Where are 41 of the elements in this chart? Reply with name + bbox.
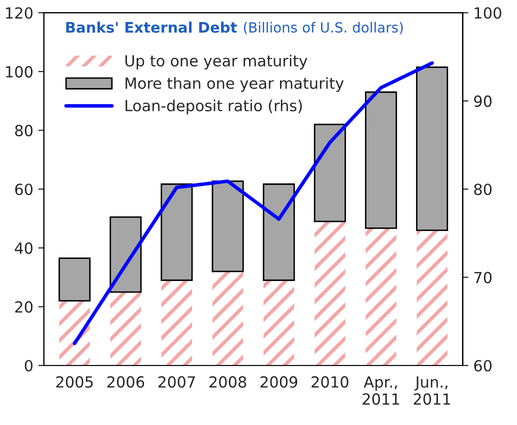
x-tick-label: 2007 <box>158 376 195 388</box>
bar <box>58 258 91 302</box>
bar <box>314 221 346 366</box>
y-tick-label: 80 <box>15 124 33 136</box>
text: (Billions of U.S. dollars) <box>244 22 403 34</box>
y-tick-label: 60 <box>15 184 33 196</box>
bar <box>366 228 396 366</box>
x-tick-label: 2009 <box>260 376 298 388</box>
x-tick-label: 2010 <box>312 376 348 388</box>
bar <box>59 300 90 366</box>
y2-tick-label: 80 <box>474 184 492 196</box>
legend-label: Loan-deposit ratio (rhs) <box>126 100 302 114</box>
y-tick-label: 120 <box>6 7 33 19</box>
y-tick-label: 100 <box>6 66 33 78</box>
bar <box>212 180 244 272</box>
legend-label: More than one year maturity <box>126 77 344 92</box>
y2-tick-label: 100 <box>474 7 502 19</box>
bar <box>364 91 398 229</box>
y-tick-label: 20 <box>15 301 33 313</box>
y-tick-label: 0 <box>24 360 33 372</box>
x-tick-label: Apr., 2011 <box>362 376 400 405</box>
y2-tick-label: 60 <box>474 360 492 372</box>
bar <box>160 183 193 281</box>
chart-title: Banks' External Debt <box>66 22 237 33</box>
y2-tick-label: 70 <box>474 272 492 284</box>
x-tick-label: 2008 <box>209 376 246 388</box>
bar <box>110 216 142 293</box>
x-tick-label: 2005 <box>56 376 93 388</box>
bar <box>264 280 294 366</box>
legend-label: Up to one year maturity <box>125 54 308 70</box>
bar <box>110 292 141 366</box>
bar <box>416 66 448 231</box>
bar <box>212 271 244 366</box>
x-tick-label: 2006 <box>107 376 144 388</box>
bar <box>262 183 295 281</box>
y-tick-label: 40 <box>14 242 33 254</box>
bar <box>416 230 448 366</box>
bar <box>314 124 346 222</box>
x-tick-label: Jun., 2011 <box>414 376 450 405</box>
y2-tick-label: 90 <box>474 95 492 107</box>
bar <box>161 280 192 366</box>
